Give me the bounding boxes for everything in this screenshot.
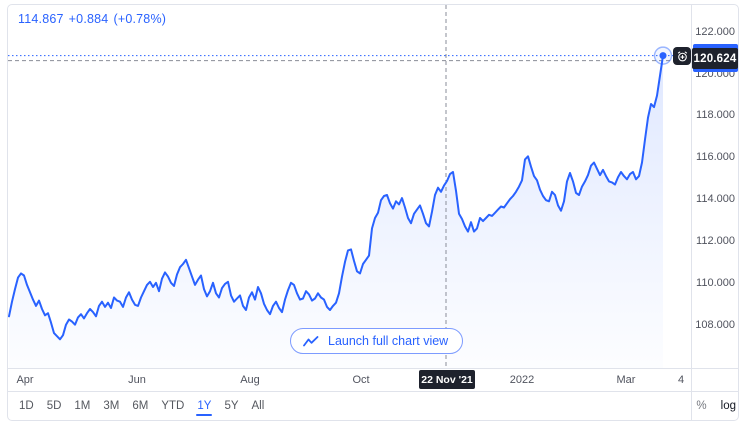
range-button-all[interactable]: All <box>251 400 265 412</box>
quote-change-percent: (+0.78%) <box>113 12 167 26</box>
range-button-5y[interactable]: 5Y <box>224 400 239 412</box>
time-tick-4: 4 <box>677 374 685 386</box>
range-button-6m[interactable]: 6M <box>132 400 149 412</box>
time-tick-apr: Apr <box>16 374 34 386</box>
alarm-clock-plus-icon <box>677 51 687 61</box>
range-button-3m[interactable]: 3M <box>103 400 120 412</box>
quote-price: 114.867 <box>18 12 64 26</box>
range-button-1y[interactable]: 1Y <box>196 400 213 416</box>
price-line <box>8 54 664 341</box>
range-button-1d[interactable]: 1D <box>19 400 34 412</box>
price-tick-114: 114.000 <box>696 193 735 206</box>
time-tick-mar: Mar <box>616 374 636 386</box>
range-button-5d[interactable]: 5D <box>46 400 62 412</box>
range-button-ytd[interactable]: YTD <box>161 400 185 412</box>
scale-button-percent[interactable]: % <box>696 400 707 412</box>
crosshair-price-badge: 120.624 <box>692 48 738 69</box>
range-selector: 1D 5D 1M 3M 6M YTD 1Y 5Y All <box>18 392 265 420</box>
axis-divider-vertical <box>691 5 692 420</box>
quote-header: 114.867 +0.884 (+0.78%) <box>18 12 171 26</box>
launch-full-chart-label: Launch full chart view <box>328 334 449 348</box>
launch-full-chart-button[interactable]: Launch full chart view <box>290 328 464 354</box>
time-tick-jun: Jun <box>128 374 146 386</box>
range-button-1m[interactable]: 1M <box>74 400 91 412</box>
toolbar-divider <box>8 391 738 392</box>
add-alert-button[interactable] <box>673 47 691 65</box>
time-tick-oct: Oct <box>352 374 370 386</box>
time-tick-aug: Aug <box>240 374 260 386</box>
bottom-toolbar: 1D 5D 1M 3M 6M YTD 1Y 5Y All % log <box>0 392 746 420</box>
price-tick-122: 122.000 <box>695 25 735 38</box>
xaxis-divider <box>8 368 738 369</box>
price-tick-110: 110.000 <box>696 276 735 289</box>
price-tick-116: 116.000 <box>696 151 735 164</box>
scale-selector: % log <box>696 392 736 420</box>
time-tick-2022: 2022 <box>509 374 535 386</box>
zigzag-line-icon <box>303 335 319 346</box>
scale-button-log[interactable]: log <box>720 400 736 412</box>
area-fill <box>9 55 663 368</box>
last-price-dot <box>659 52 667 60</box>
price-tick-112: 112.000 <box>696 235 735 247</box>
price-tick-118: 118.000 <box>696 109 735 122</box>
quote-change: +0.884 <box>68 12 109 26</box>
price-tick-108: 108.000 <box>695 318 735 331</box>
crosshair-date-badge: 22 Nov '21 <box>419 370 475 389</box>
